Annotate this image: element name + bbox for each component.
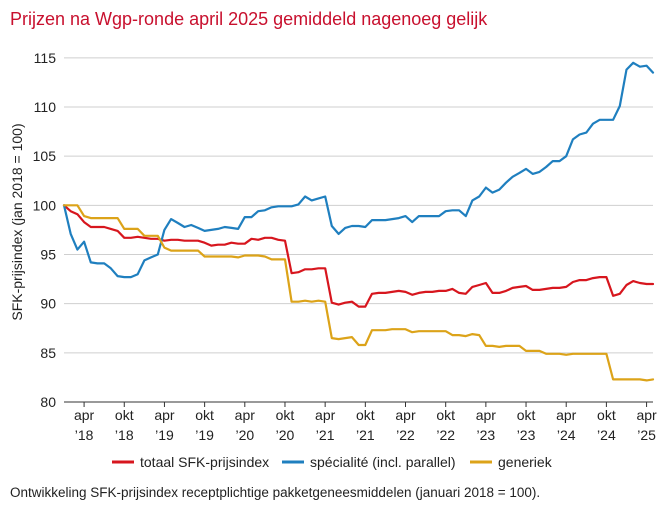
gridlines	[64, 57, 653, 403]
x-tick-label-month: apr	[395, 407, 416, 423]
x-tick-label-month: okt	[195, 407, 214, 423]
x-tick-label-year: ’23	[517, 427, 536, 443]
x-axis	[64, 401, 653, 407]
line-chart: 80 85 90 95 100 105 110 115 apr ’18 okt ’18 apr ’19 o…	[9, 50, 657, 470]
legend-label: spécialité (incl. parallel)	[310, 454, 456, 470]
y-tick-label: 105	[33, 148, 57, 164]
x-tick-label-month: apr	[476, 407, 497, 423]
x-tick-label-year: ’19	[195, 427, 214, 443]
x-tick-label-year: ’19	[155, 427, 174, 443]
legend: totaal SFK-prijsindex spécialité (incl. p…	[112, 454, 553, 470]
chart-title: Prijzen na Wgp-ronde april 2025 gemiddel…	[10, 9, 488, 29]
chart-caption: Ontwikkeling SFK-prijsindex receptplicht…	[10, 485, 541, 500]
x-tick-label-month: okt	[276, 407, 295, 423]
series-lines	[62, 61, 655, 382]
x-tick-label-year: ’20	[235, 427, 254, 443]
x-tick-label-year: ’20	[276, 427, 295, 443]
x-tick-label-month: apr	[235, 407, 256, 423]
x-tick-label-year: ’23	[477, 427, 496, 443]
x-tick-label-month: apr	[315, 407, 336, 423]
y-tick-label: 85	[40, 345, 56, 361]
x-tick-label-month: okt	[597, 407, 616, 423]
y-tick-label: 110	[34, 99, 57, 115]
x-tick-label-month: apr	[636, 407, 657, 423]
y-axis-label: SFK-prijsindex (jan 2018 = 100)	[9, 123, 25, 320]
series-line-3	[62, 204, 655, 382]
x-tick-label-year: ’18	[115, 427, 134, 443]
x-tick-label-month: okt	[436, 407, 455, 423]
x-tick-label-year: ’22	[396, 427, 415, 443]
x-tick-label-year: ’24	[597, 427, 616, 443]
x-tick-label-month: okt	[517, 407, 536, 423]
y-tick-label: 100	[33, 197, 57, 213]
x-axis-tick-labels: apr ’18 okt ’18 apr ’19 okt ’19 apr ’20 okt ’20 apr ’…	[74, 407, 657, 443]
y-axis-tick-labels: 80 85 90 95 100 105 110 115	[33, 50, 57, 410]
y-tick-label: 90	[40, 296, 56, 312]
series-line-2	[62, 61, 655, 279]
legend-label: generiek	[498, 454, 553, 470]
x-tick-label-month: apr	[74, 407, 95, 423]
y-tick-label: 95	[40, 247, 56, 263]
y-tick-label: 115	[34, 50, 57, 66]
x-tick-label-month: okt	[356, 407, 375, 423]
x-tick-label-year: ’24	[557, 427, 576, 443]
x-tick-label-year: ’21	[316, 427, 335, 443]
x-tick-label-year: ’18	[75, 427, 94, 443]
x-tick-label-month: okt	[115, 407, 134, 423]
x-tick-label-month: apr	[154, 407, 175, 423]
x-tick-label-month: apr	[556, 407, 577, 423]
x-tick-label-year: ’25	[637, 427, 656, 443]
y-tick-label: 80	[40, 394, 56, 410]
legend-label: totaal SFK-prijsindex	[140, 454, 269, 470]
x-tick-label-year: ’22	[436, 427, 455, 443]
x-tick-label-year: ’21	[356, 427, 375, 443]
